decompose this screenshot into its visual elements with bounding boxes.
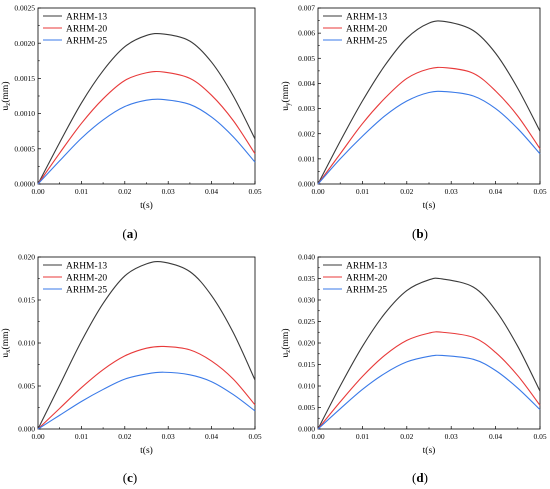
y-tick-label: 0.002 <box>298 129 315 138</box>
series-line-arhm-13 <box>317 20 541 185</box>
x-tick-label: 0.00 <box>31 432 44 441</box>
x-tick-label: 0.00 <box>311 432 324 441</box>
x-tick-label: 0.05 <box>533 187 546 196</box>
x-tick-label: 0.03 <box>445 432 458 441</box>
chart-panel-4: 0.00 0.01 0.02 0.03 0.04 0.05 0.000 0.005 0.010 0… <box>280 253 547 485</box>
x-tick-label: 0.04 <box>205 187 218 196</box>
y-tick-label: 0.035 <box>298 274 315 283</box>
y-tick-label: 0.007 <box>298 4 315 13</box>
legend-label-arhm-20: ARHM-20 <box>66 273 107 283</box>
x-tick-label: 0.01 <box>356 432 369 441</box>
series-line-arhm-25 <box>37 98 256 185</box>
chart-panel-2: 0.00 0.01 0.02 0.03 0.04 0.05 0.000 0.001 0.002 0… <box>280 4 547 241</box>
y-tick-label: 0.0000 <box>14 180 35 189</box>
panel-label: (d) <box>412 470 428 485</box>
y-tick-label: 0.010 <box>18 339 35 348</box>
x-axis-label: t(s) <box>140 445 153 456</box>
x-axis-label: t(s) <box>140 200 153 211</box>
y-tick-label: 0.0015 <box>14 74 35 83</box>
chart-panel-1: 0.00 0.01 0.02 0.03 0.04 0.05 0.0000 0.0005 0.00… <box>0 4 262 241</box>
x-tick-label: 0.02 <box>400 432 413 441</box>
x-tick-label: 0.00 <box>31 187 44 196</box>
series-line-arhm-20 <box>37 70 256 185</box>
y-tick-label: 0.030 <box>298 296 315 305</box>
y-axis-label: uy(mm) <box>280 81 292 110</box>
legend-label-arhm-20: ARHM-20 <box>346 273 387 283</box>
y-tick-label: 0.006 <box>298 29 315 38</box>
series-line-arhm-20 <box>317 331 541 430</box>
chart-panel-3: 0.00 0.01 0.02 0.03 0.04 0.05 0.000 0.005 0.010 0… <box>0 253 262 485</box>
y-tick-label: 0.001 <box>298 154 315 163</box>
legend-label-arhm-13: ARHM-13 <box>66 12 107 22</box>
x-tick-label: 0.03 <box>445 187 458 196</box>
panel-label: (a) <box>122 226 137 241</box>
legend-label-arhm-25: ARHM-25 <box>346 36 387 46</box>
y-tick-label: 0.015 <box>18 296 35 305</box>
y-tick-label: 0.020 <box>298 339 315 348</box>
series-line-arhm-20 <box>317 66 541 185</box>
y-tick-label: 0.025 <box>298 317 315 326</box>
x-tick-label: 0.05 <box>248 432 261 441</box>
x-axis-label: t(s) <box>423 200 436 211</box>
y-axis-label: uz(mm) <box>0 82 12 111</box>
y-tick-label: 0.005 <box>18 382 35 391</box>
y-tick-label: 0.000 <box>298 425 315 434</box>
panel-label: (c) <box>123 470 137 485</box>
legend-label-arhm-13: ARHM-13 <box>346 261 387 271</box>
x-tick-label: 0.02 <box>118 432 131 441</box>
x-tick-label: 0.02 <box>118 187 131 196</box>
x-tick-label: 0.05 <box>533 432 546 441</box>
y-tick-label: 0.020 <box>18 253 35 262</box>
y-tick-label: 0.000 <box>298 180 315 189</box>
panel-label: (b) <box>412 226 428 241</box>
x-tick-label: 0.02 <box>400 187 413 196</box>
legend-label-arhm-20: ARHM-20 <box>66 24 107 34</box>
plot-frame <box>37 7 256 185</box>
legend-label-arhm-25: ARHM-25 <box>346 285 387 295</box>
series-line-arhm-13 <box>317 277 541 430</box>
legend-label-arhm-25: ARHM-25 <box>66 36 107 46</box>
legend-label-arhm-20: ARHM-20 <box>346 24 387 34</box>
y-axis-label: ux(mm) <box>0 328 12 357</box>
x-tick-label: 0.01 <box>75 187 88 196</box>
y-tick-label: 0.000 <box>18 425 35 434</box>
y-tick-label: 0.0020 <box>14 39 35 48</box>
y-tick-label: 0.0005 <box>14 144 35 153</box>
y-tick-label: 0.040 <box>298 253 315 262</box>
x-tick-label: 0.01 <box>356 187 369 196</box>
y-tick-label: 0.015 <box>298 360 315 369</box>
legend-label-arhm-13: ARHM-13 <box>66 261 107 271</box>
x-tick-label: 0.03 <box>162 432 175 441</box>
series-line-arhm-13 <box>37 32 256 185</box>
series-line-arhm-25 <box>317 90 541 185</box>
x-tick-label: 0.04 <box>205 432 218 441</box>
x-tick-label: 0.01 <box>75 432 88 441</box>
legend-label-arhm-25: ARHM-25 <box>66 285 107 295</box>
x-tick-label: 0.03 <box>162 187 175 196</box>
y-axis-label: uz(mm) <box>280 329 292 358</box>
y-tick-label: 0.010 <box>298 382 315 391</box>
legend-label-arhm-13: ARHM-13 <box>346 12 387 22</box>
y-tick-label: 0.0010 <box>14 109 35 118</box>
x-tick-label: 0.04 <box>489 187 502 196</box>
x-tick-label: 0.04 <box>489 432 502 441</box>
series-line-arhm-25 <box>37 371 256 430</box>
plot-frame <box>317 7 541 185</box>
x-tick-label: 0.00 <box>311 187 324 196</box>
y-tick-label: 0.0025 <box>14 4 35 13</box>
y-tick-label: 0.005 <box>298 403 315 412</box>
series-line-arhm-13 <box>37 260 256 430</box>
y-tick-label: 0.003 <box>298 104 315 113</box>
y-tick-label: 0.004 <box>298 79 315 88</box>
y-tick-label: 0.005 <box>298 54 315 63</box>
x-tick-label: 0.05 <box>248 187 261 196</box>
series-line-arhm-20 <box>37 345 256 430</box>
x-axis-label: t(s) <box>423 445 436 456</box>
series-line-arhm-25 <box>317 354 541 430</box>
